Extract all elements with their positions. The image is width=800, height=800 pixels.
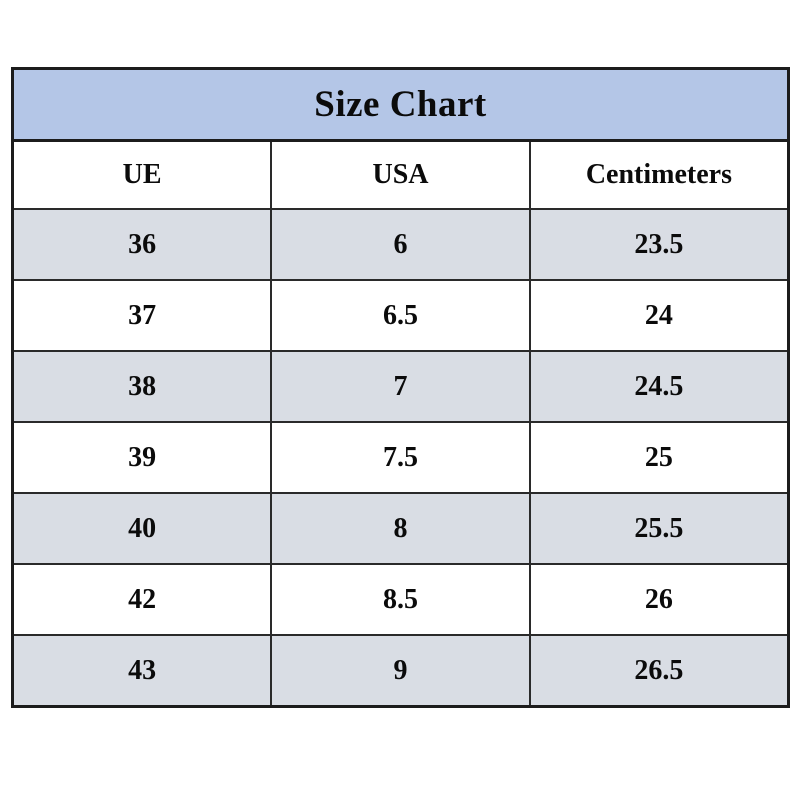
size-cell: 24 <box>528 279 790 352</box>
size-cell: 7 <box>270 350 531 423</box>
size-cell: 26 <box>528 563 790 636</box>
size-cell: 23.5 <box>528 208 790 281</box>
table-row: 37 6.5 24 <box>11 279 790 352</box>
size-cell: 7.5 <box>270 421 531 494</box>
size-cell: 40 <box>11 492 273 565</box>
column-header-centimeters: Centimeters <box>528 139 790 210</box>
size-chart-header-row: UE USA Centimeters <box>11 139 790 210</box>
size-cell: 39 <box>11 421 273 494</box>
size-cell: 36 <box>11 208 273 281</box>
size-cell: 8.5 <box>270 563 531 636</box>
table-row: 40 8 25.5 <box>11 492 790 565</box>
table-row: 36 6 23.5 <box>11 208 790 281</box>
table-row: 42 8.5 26 <box>11 563 790 636</box>
size-chart-head: Size Chart UE USA Centimeters <box>11 67 790 210</box>
size-cell: 8 <box>270 492 531 565</box>
size-chart-title-row: Size Chart <box>11 67 790 142</box>
size-cell: 42 <box>11 563 273 636</box>
size-cell: 6 <box>270 208 531 281</box>
size-chart-body: 36 6 23.5 37 6.5 24 38 7 24.5 39 7.5 25 40 8 25.5 42 8.5… <box>11 208 790 708</box>
column-header-ue: UE <box>11 139 273 210</box>
size-cell: 25.5 <box>528 492 790 565</box>
size-cell: 24.5 <box>528 350 790 423</box>
size-cell: 9 <box>270 634 531 708</box>
table-row: 39 7.5 25 <box>11 421 790 494</box>
size-cell: 38 <box>11 350 273 423</box>
size-cell: 43 <box>11 634 273 708</box>
table-row: 38 7 24.5 <box>11 350 790 423</box>
size-cell: 26.5 <box>528 634 790 708</box>
column-header-usa: USA <box>270 139 531 210</box>
size-chart-title: Size Chart <box>11 67 790 142</box>
table-row: 43 9 26.5 <box>11 634 790 708</box>
size-chart-table: Size Chart UE USA Centimeters 36 6 23.5 37 6… <box>11 67 790 708</box>
size-cell: 37 <box>11 279 273 352</box>
size-cell: 6.5 <box>270 279 531 352</box>
size-cell: 25 <box>528 421 790 494</box>
